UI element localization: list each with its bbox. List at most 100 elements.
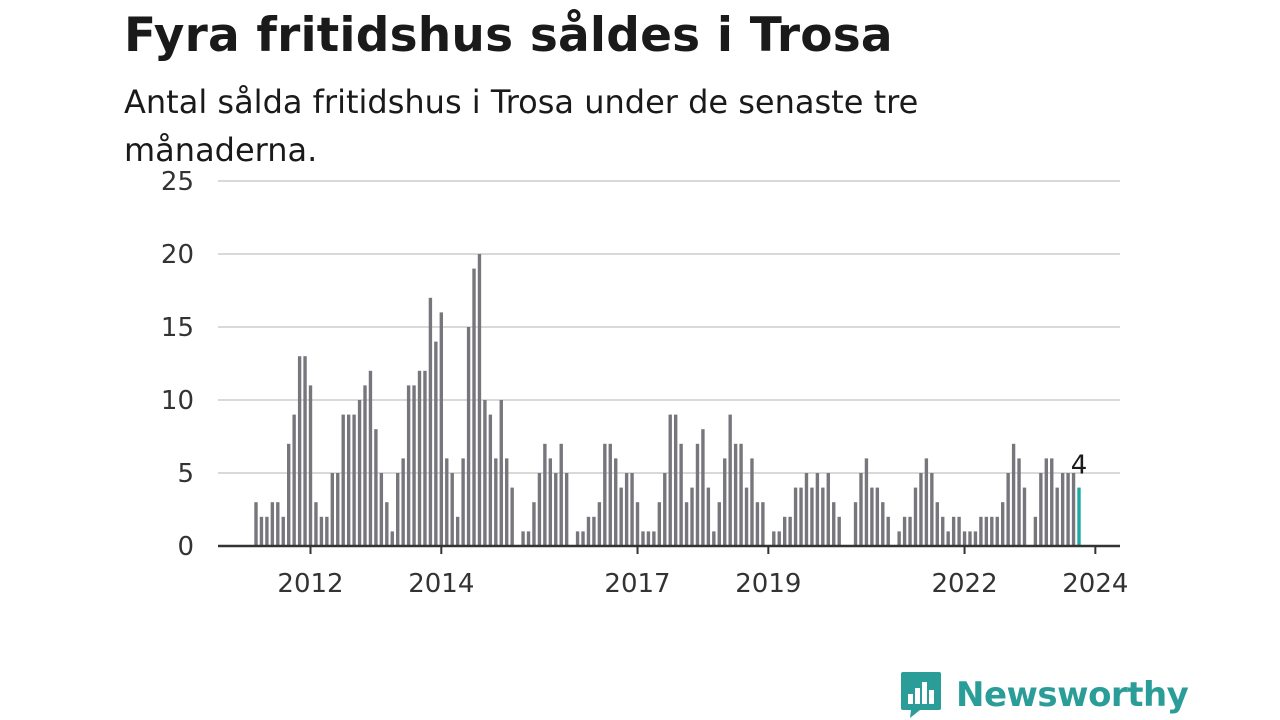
chart-subtitle: Antal sålda fritidshus i Trosa under de … <box>124 83 919 169</box>
bar <box>690 487 694 546</box>
bar <box>744 487 749 546</box>
bar <box>1022 487 1027 546</box>
bar <box>832 502 836 546</box>
bar <box>897 531 901 546</box>
bar <box>494 458 498 546</box>
bar <box>635 502 640 546</box>
bar <box>379 473 384 546</box>
bar <box>385 502 389 546</box>
bar <box>684 502 689 546</box>
gridlines <box>218 180 1120 474</box>
bar <box>712 531 716 546</box>
bar <box>543 443 547 546</box>
bar <box>597 502 602 546</box>
bar <box>254 502 258 546</box>
bar <box>575 531 580 546</box>
bar <box>777 531 781 546</box>
bar <box>935 502 939 546</box>
bar <box>875 487 880 546</box>
bar <box>292 414 296 546</box>
bar <box>537 473 542 546</box>
bar <box>837 516 841 546</box>
bar <box>401 458 405 546</box>
bar <box>559 443 563 546</box>
bar <box>363 385 367 546</box>
bar <box>374 429 378 546</box>
bar <box>652 531 656 546</box>
newsworthy-logo-icon <box>901 672 941 718</box>
bar <box>695 443 700 546</box>
bar <box>330 473 334 546</box>
bar <box>308 385 313 546</box>
bar <box>417 370 422 546</box>
bar <box>701 429 705 546</box>
bar <box>499 400 503 546</box>
x-tick-label: 2019 <box>735 569 801 599</box>
bar <box>325 516 329 546</box>
bar <box>554 473 558 546</box>
bar <box>287 443 291 546</box>
bar <box>1055 487 1059 546</box>
bar <box>1060 473 1065 546</box>
bar <box>630 473 634 546</box>
bar <box>739 443 743 546</box>
bar <box>368 370 373 546</box>
bar <box>434 341 438 546</box>
y-tick-label: 15 <box>161 313 194 343</box>
bar <box>303 356 307 546</box>
bar <box>679 443 683 546</box>
bar <box>761 502 765 546</box>
bar <box>357 400 362 546</box>
bar <box>281 516 285 546</box>
bar <box>957 516 961 546</box>
bar <box>472 268 476 546</box>
bar <box>821 487 825 546</box>
bar <box>505 458 509 546</box>
bar <box>1039 473 1043 546</box>
bar <box>657 502 662 546</box>
bar <box>673 414 678 546</box>
bar <box>564 473 569 546</box>
bar <box>930 473 934 546</box>
bar <box>396 473 400 546</box>
bar <box>706 487 711 546</box>
brand-logo: Newsworthy <box>900 670 1189 720</box>
bar <box>755 502 760 546</box>
x-tick-label: 2012 <box>277 569 343 599</box>
bar <box>946 531 950 546</box>
bar <box>390 531 394 546</box>
bar <box>886 516 890 546</box>
bar <box>319 516 324 546</box>
bar <box>352 414 356 546</box>
bar <box>733 443 738 546</box>
bar <box>265 516 269 546</box>
bar <box>423 370 427 546</box>
bars <box>254 254 1081 546</box>
bar <box>973 531 978 546</box>
bar <box>608 443 612 546</box>
y-tick-label: 25 <box>161 167 194 197</box>
bar <box>919 473 923 546</box>
bar <box>466 327 471 546</box>
bar <box>908 516 912 546</box>
bar <box>592 516 596 546</box>
x-tick-label: 2024 <box>1062 569 1128 599</box>
bar <box>477 254 482 546</box>
bar <box>641 531 645 546</box>
bar <box>1006 473 1010 546</box>
bar <box>614 458 618 546</box>
bar <box>750 458 754 546</box>
axes: 0 5 10 15 20 25 4 2012 2014 2017 2019 2022 2024 <box>161 167 1129 599</box>
y-tick-label: 5 <box>177 459 194 489</box>
bar <box>663 473 667 546</box>
bar <box>804 473 809 546</box>
brand-name: Newsworthy <box>956 675 1189 715</box>
bar <box>428 297 433 546</box>
bar <box>924 458 929 546</box>
bar <box>1071 473 1076 546</box>
bar <box>881 502 885 546</box>
bar <box>297 356 302 546</box>
bar <box>1033 516 1038 546</box>
bar <box>913 487 918 546</box>
